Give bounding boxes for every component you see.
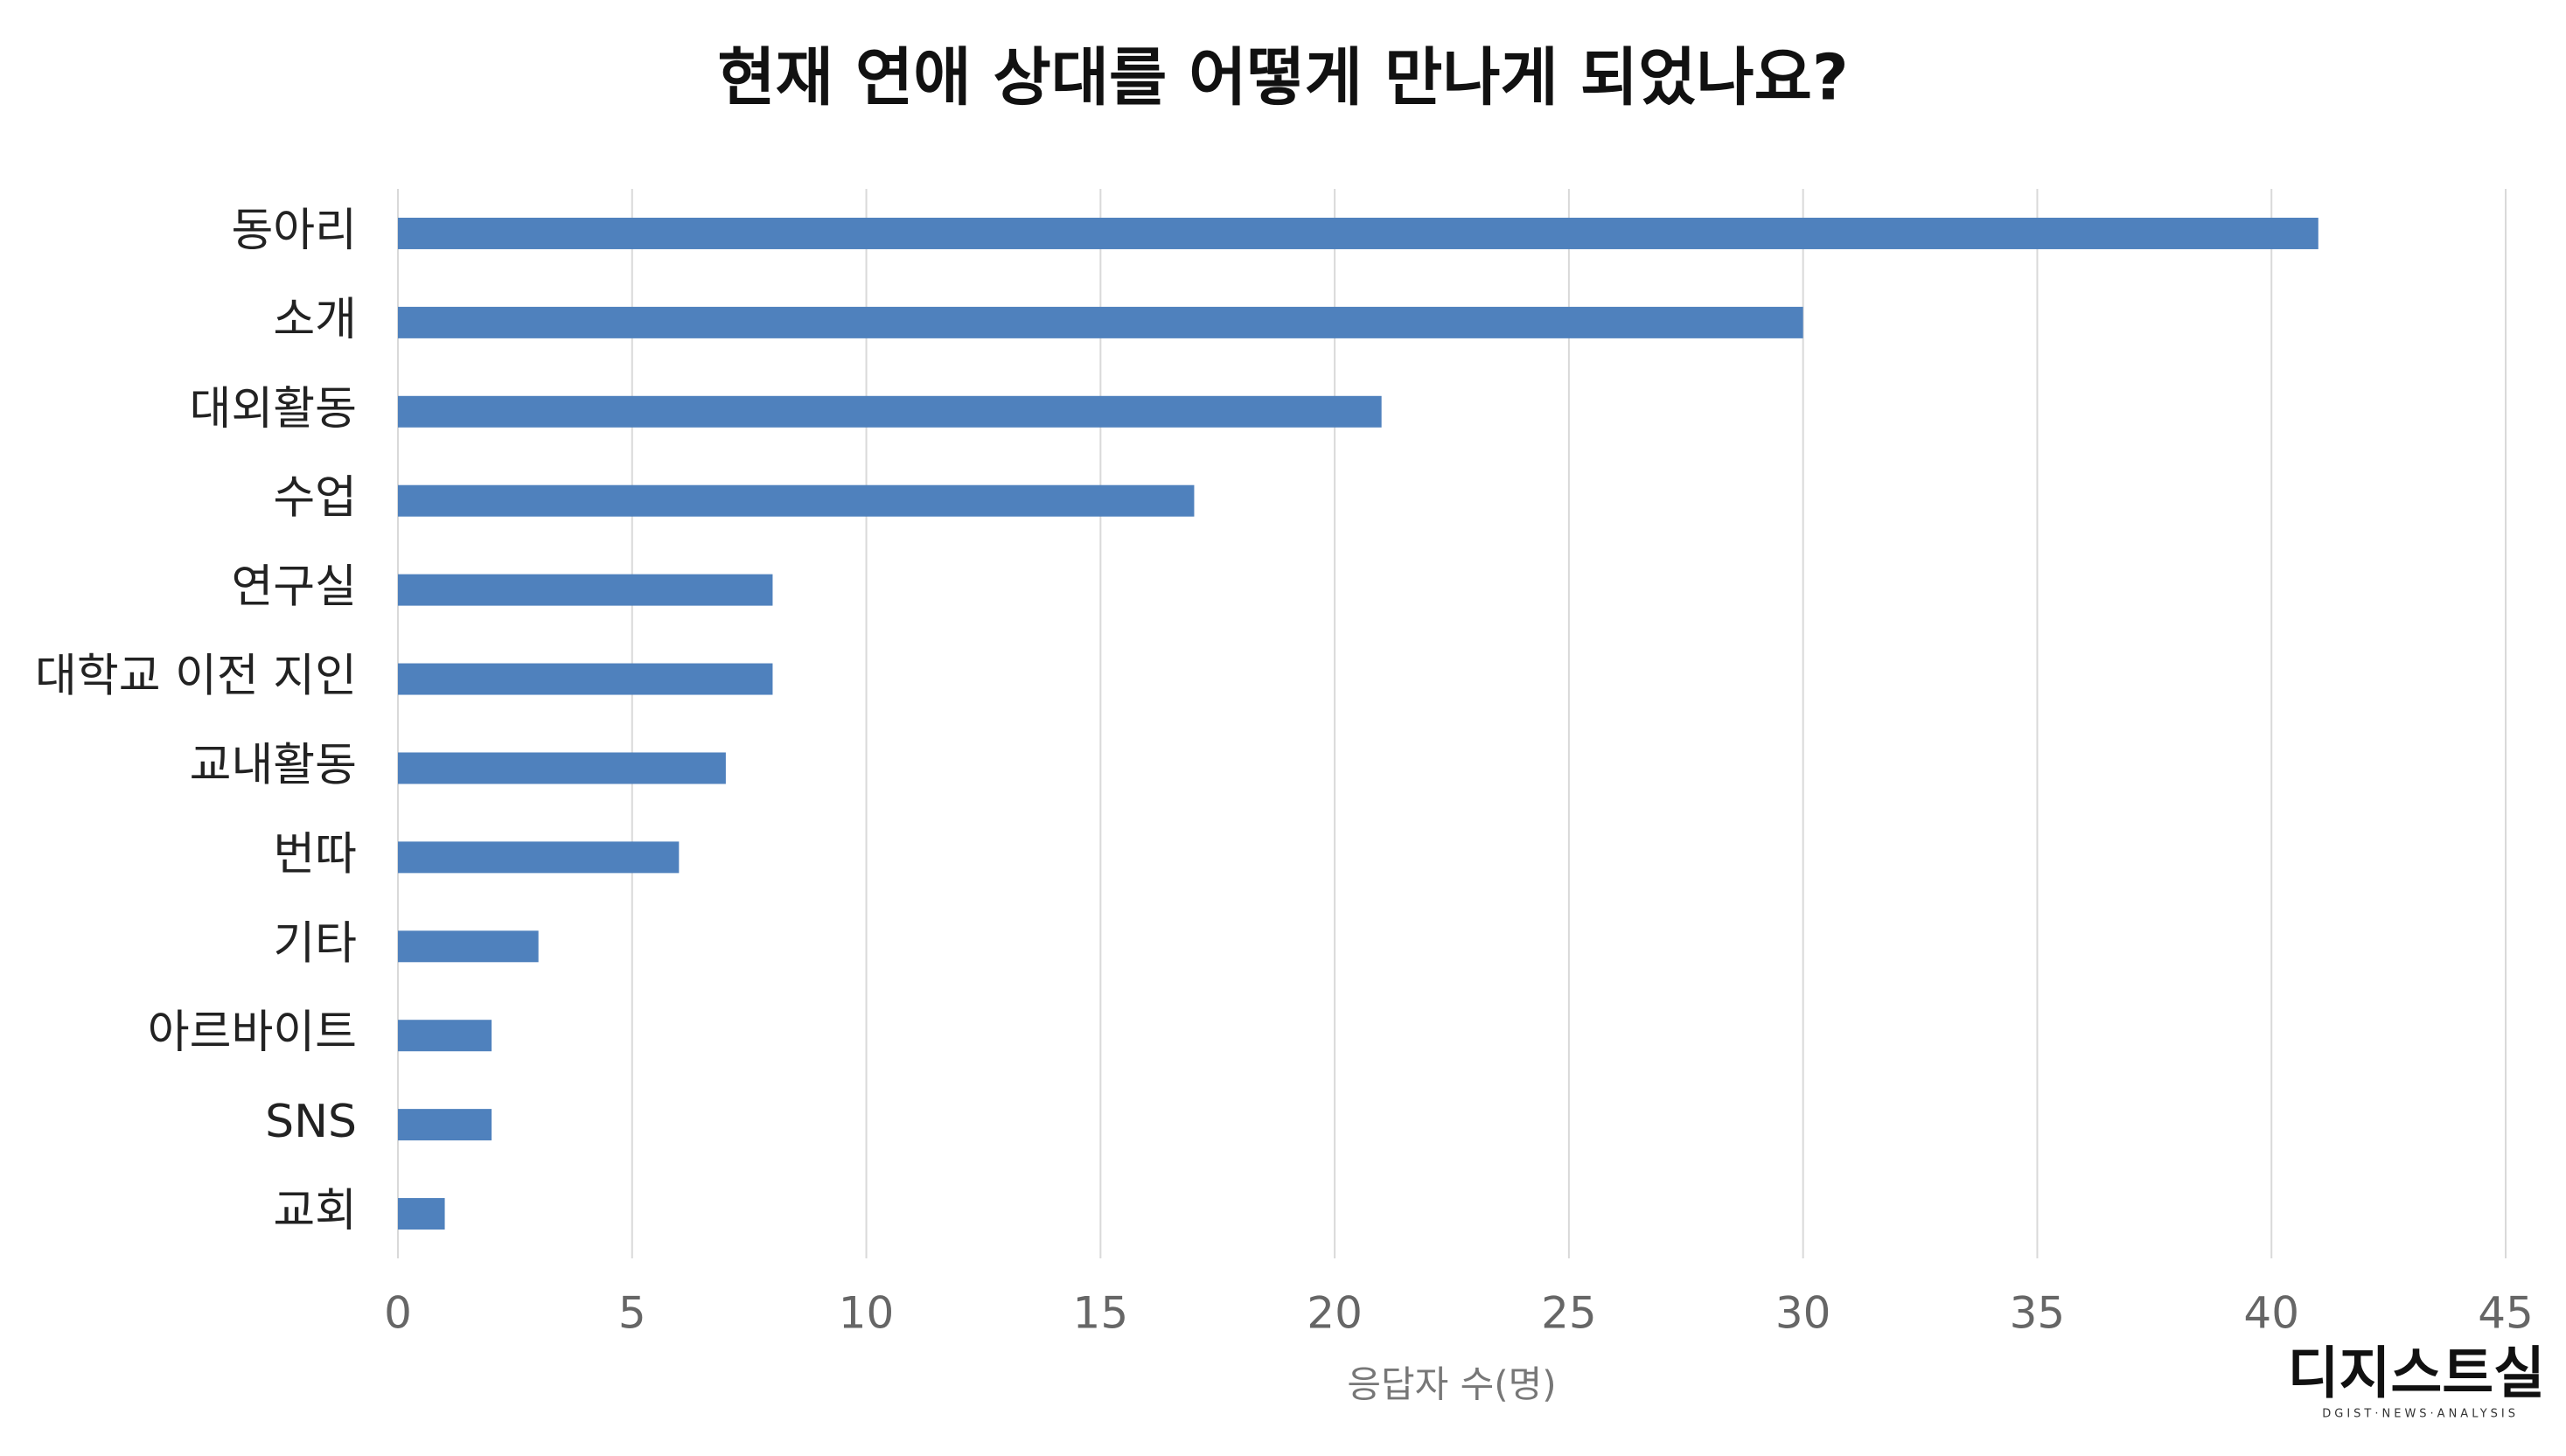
bar — [398, 752, 726, 784]
x-tick-label: 35 — [2010, 1288, 2066, 1339]
bar — [398, 574, 773, 606]
x-tick-label: 0 — [384, 1288, 412, 1339]
y-tick-label: 번따 — [273, 828, 357, 881]
y-tick-label: 교내활동 — [190, 739, 357, 791]
y-tick-label: 대학교 이전 지인 — [35, 651, 357, 703]
bar — [398, 395, 1382, 428]
y-tick-label: SNS — [265, 1096, 357, 1148]
x-tick-label: 20 — [1307, 1288, 1363, 1339]
bar — [398, 663, 773, 695]
y-tick-label: 기타 — [273, 917, 357, 970]
x-tick-label: 25 — [1541, 1288, 1597, 1339]
bar — [398, 484, 1195, 517]
y-tick-label: 교회 — [273, 1185, 357, 1237]
bar — [398, 1020, 492, 1052]
bar — [398, 306, 1803, 338]
y-tick-label: 동아리 — [231, 205, 357, 257]
y-tick-label: 수업 — [273, 472, 357, 525]
x-tick-label: 15 — [1073, 1288, 1129, 1339]
y-tick-label: 아르바이트 — [148, 1007, 357, 1059]
x-tick-label: 30 — [1775, 1288, 1831, 1339]
bar — [398, 1198, 445, 1230]
x-tick-label: 45 — [2478, 1288, 2534, 1339]
x-tick-label: 10 — [839, 1288, 895, 1339]
chart-title: 현재 연애 상대를 어떻게 만나게 되었나요? — [717, 41, 1848, 115]
bar — [398, 1109, 492, 1141]
x-tick-label: 5 — [618, 1288, 646, 1339]
x-axis-label: 응답자 수(명) — [1347, 1363, 1556, 1406]
x-tick-label: 40 — [2243, 1288, 2299, 1339]
y-tick-label: 연구실 — [231, 561, 357, 614]
bar — [398, 217, 2318, 249]
y-tick-label: 소개 — [273, 294, 357, 346]
logo: 디지스트실 — [2288, 1342, 2545, 1407]
y-tick-label: 대외활동 — [190, 383, 357, 435]
logo-subtext: DGIST·NEWS·ANALYSIS — [2322, 1408, 2519, 1421]
bar — [398, 841, 680, 874]
bar — [398, 930, 539, 963]
